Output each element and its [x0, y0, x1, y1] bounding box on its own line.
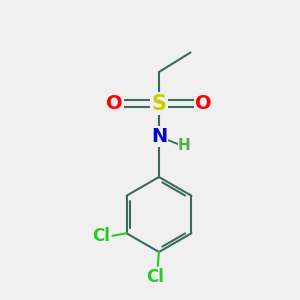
Text: N: N — [151, 127, 167, 146]
Text: S: S — [152, 94, 166, 113]
Text: O: O — [106, 94, 123, 113]
Text: Cl: Cl — [92, 227, 110, 245]
Text: O: O — [195, 94, 212, 113]
Text: H: H — [178, 138, 191, 153]
Text: Cl: Cl — [146, 268, 164, 286]
